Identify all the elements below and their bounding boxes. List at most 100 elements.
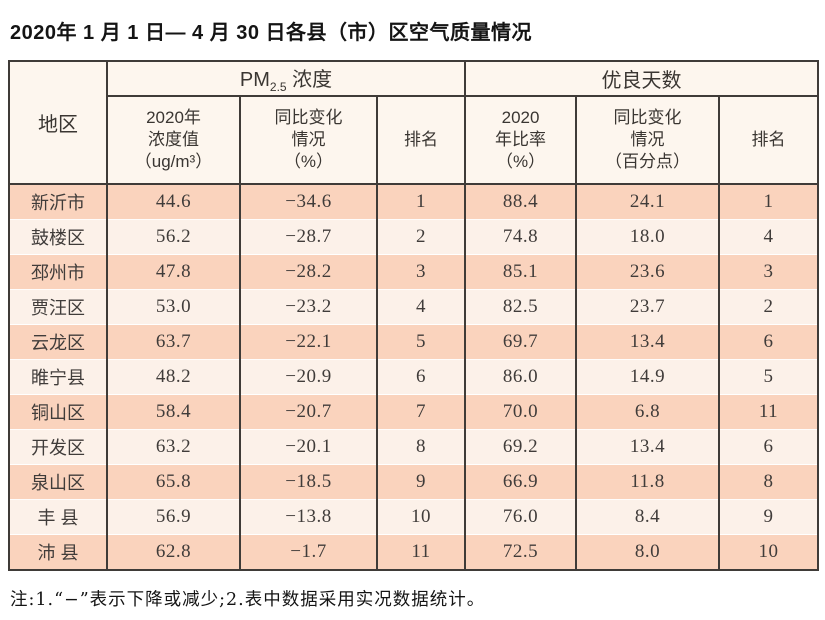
table-row: 鼓楼区 56.2 −28.7 2 74.8 18.0 4: [8, 219, 820, 255]
pm-change-cell: −28.2: [239, 254, 378, 290]
pm-change-cell: −20.7: [239, 394, 378, 430]
ratio-cell: 85.1: [464, 254, 578, 290]
pm-rank-cell: 5: [375, 324, 467, 360]
days-rank-cell: 5: [718, 359, 820, 395]
days-change-header-line2: 情况: [630, 129, 665, 149]
pm-value-cell: 47.8: [106, 254, 241, 290]
pm-rank-cell: 2: [375, 219, 467, 255]
area-cell: 沛 县: [8, 534, 108, 571]
area-cell: 丰 县: [8, 499, 108, 535]
area-cell: 泉山区: [8, 464, 108, 500]
pm-value-cell: 62.8: [106, 534, 241, 571]
days-change-cell: 24.1: [575, 183, 721, 220]
days-change-header-line3: （百分点）: [605, 152, 691, 172]
pm-value-header-line3: （ug/m³）: [134, 152, 213, 172]
pm-value-header-line1: 2020年: [146, 107, 201, 127]
pm-value-cell: 56.2: [106, 219, 241, 255]
ratio-cell: 69.7: [464, 324, 578, 360]
pm25-label-subscript: 2.5: [269, 80, 287, 94]
table-body: 新沂市 44.6 −34.6 1 88.4 24.1 1 鼓楼区 56.2 −2…: [8, 183, 820, 571]
ratio-cell: 74.8: [464, 219, 578, 255]
days-rank-cell: 1: [718, 183, 820, 220]
days-rank-column-header: 排名: [718, 96, 820, 185]
days-rank-cell: 11: [718, 394, 820, 430]
days-change-header-line1: 同比变化: [613, 107, 682, 127]
table-row: 邳州市 47.8 −28.2 3 85.1 23.6 3: [8, 254, 820, 290]
pm-rank-column-header: 排名: [375, 96, 467, 185]
ratio-header-line3: （%）: [495, 152, 546, 172]
pm-change-cell: −28.7: [239, 219, 378, 255]
page-title: 2020年 1 月 1 日— 4 月 30 日各县（市）区空气质量情况: [10, 22, 533, 44]
days-rank-cell: 10: [718, 534, 820, 571]
pm-rank-cell: 3: [375, 254, 467, 290]
days-change-cell: 8.4: [575, 499, 721, 535]
ratio-cell: 70.0: [464, 394, 578, 430]
table-row: 丰 县 56.9 −13.8 10 76.0 8.4 9: [8, 499, 820, 535]
pm-value-cell: 63.7: [106, 324, 241, 360]
pm-change-cell: −1.7: [239, 534, 378, 571]
pm-value-header-line2: 浓度值: [148, 129, 199, 149]
ratio-cell: 66.9: [464, 464, 578, 500]
table-row: 铜山区 58.4 −20.7 7 70.0 6.8 11: [8, 394, 820, 430]
table-row: 开发区 63.2 −20.1 8 69.2 13.4 6: [8, 429, 820, 465]
air-quality-table: 地区 PM2.5 浓度 优良天数 2020年 浓度值 （ug/m³） 同比变化 …: [8, 60, 820, 571]
footnote: 注:1.“−”表示下降或减少;2.表中数据采用实况数据统计。: [10, 590, 486, 610]
pm-value-cell: 56.9: [106, 499, 241, 535]
days-rank-cell: 3: [718, 254, 820, 290]
area-cell: 贾汪区: [8, 289, 108, 325]
days-rank-cell: 8: [718, 464, 820, 500]
ratio-cell: 88.4: [464, 183, 578, 220]
pm-value-cell: 44.6: [106, 183, 241, 220]
pm-change-cell: −18.5: [239, 464, 378, 500]
pm-rank-cell: 8: [375, 429, 467, 465]
days-change-cell: 23.7: [575, 289, 721, 325]
days-change-cell: 23.6: [575, 254, 721, 290]
days-change-cell: 13.4: [575, 429, 721, 465]
table-header: 地区 PM2.5 浓度 优良天数 2020年 浓度值 （ug/m³） 同比变化 …: [8, 61, 820, 185]
table-row: 贾汪区 53.0 −23.2 4 82.5 23.7 2: [8, 289, 820, 325]
table-row: 睢宁县 48.2 −20.9 6 86.0 14.9 5: [8, 359, 820, 395]
area-column-header: 地区: [8, 61, 108, 185]
pm-value-column-header: 2020年 浓度值 （ug/m³）: [106, 96, 241, 185]
area-cell: 鼓楼区: [8, 219, 108, 255]
pm-rank-cell: 1: [375, 183, 467, 220]
days-change-cell: 18.0: [575, 219, 721, 255]
pm-value-cell: 58.4: [106, 394, 241, 430]
pm25-group-header: PM2.5 浓度: [105, 61, 467, 97]
pm-value-cell: 63.2: [106, 429, 241, 465]
days-rank-cell: 6: [718, 429, 820, 465]
area-cell: 铜山区: [8, 394, 108, 430]
pm-rank-cell: 9: [375, 464, 467, 500]
days-rank-cell: 4: [718, 219, 820, 255]
pm25-label-suffix: 浓度: [286, 69, 333, 91]
pm-rank-cell: 4: [375, 289, 467, 325]
pm-rank-cell: 7: [375, 394, 467, 430]
days-change-cell: 6.8: [575, 394, 721, 430]
days-change-cell: 13.4: [575, 324, 721, 360]
days-rank-cell: 9: [718, 499, 820, 535]
pm-change-column-header: 同比变化 情况 （%）: [239, 96, 378, 185]
pm-rank-cell: 6: [375, 359, 467, 395]
ratio-header-line2: 年比率: [495, 129, 547, 149]
area-cell: 云龙区: [8, 324, 108, 360]
pm-rank-cell: 10: [375, 499, 467, 535]
pm-change-cell: −34.6: [239, 183, 378, 220]
area-cell: 邳州市: [8, 254, 108, 290]
ratio-cell: 69.2: [464, 429, 578, 465]
area-cell: 新沂市: [8, 183, 108, 220]
pm-change-cell: −20.1: [239, 429, 378, 465]
pm-value-cell: 53.0: [106, 289, 241, 325]
ratio-header-line1: 2020: [501, 107, 540, 127]
table-row: 新沂市 44.6 −34.6 1 88.4 24.1 1: [8, 183, 820, 220]
days-rank-cell: 6: [718, 324, 820, 360]
days-change-column-header: 同比变化 情况 （百分点）: [575, 96, 721, 185]
pm-value-cell: 48.2: [106, 359, 241, 395]
days-change-cell: 8.0: [575, 534, 721, 571]
pm-change-cell: −20.9: [239, 359, 378, 395]
table-row: 云龙区 63.7 −22.1 5 69.7 13.4 6: [8, 324, 820, 360]
pm-change-cell: −23.2: [239, 289, 378, 325]
pm-rank-cell: 11: [375, 534, 467, 571]
days-change-cell: 14.9: [575, 359, 721, 395]
pm25-label-prefix: PM: [239, 69, 270, 91]
